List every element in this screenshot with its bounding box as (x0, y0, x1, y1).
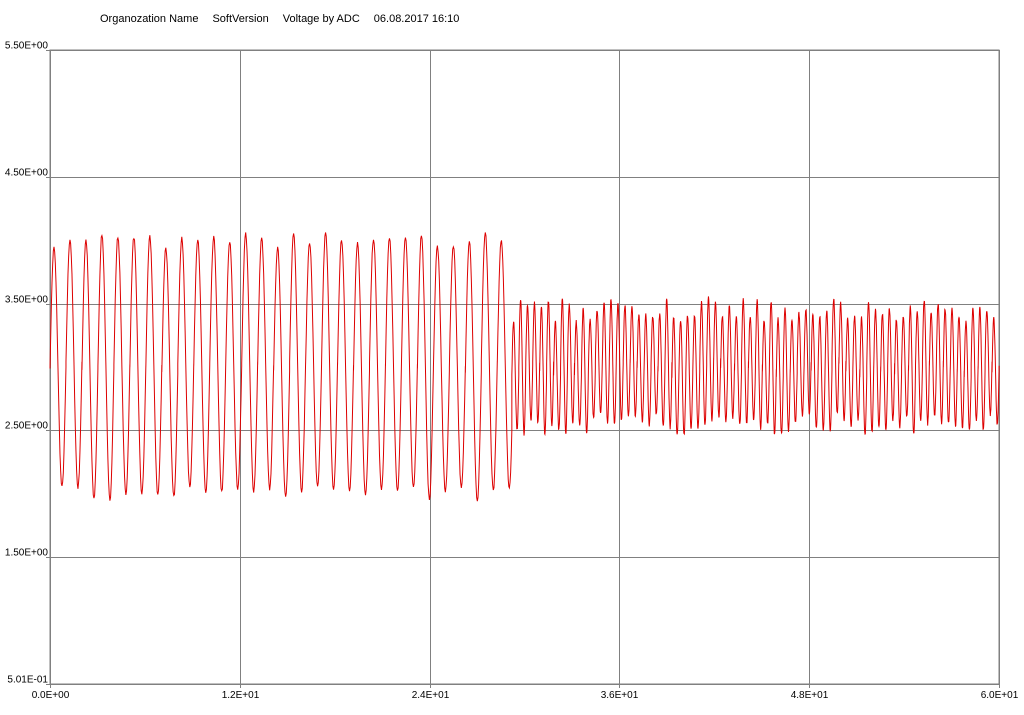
series-line (49, 232, 1000, 502)
x-tick-label: 3.6E+01 (601, 690, 639, 701)
x-tick-label: 1.2E+01 (222, 690, 260, 701)
x-tick-label: 0.0E+00 (32, 690, 70, 701)
y-tick-label: 3.50E+00 (5, 295, 49, 306)
soft-version: SoftVersion (212, 13, 269, 25)
y-tick-label: 1.50E+00 (5, 548, 49, 559)
chart-header: Organozation Name SoftVersion Voltage by… (100, 13, 459, 25)
y-tick-label: 5.01E-01 (7, 675, 48, 686)
timestamp: 06.08.2017 16:10 (373, 13, 460, 25)
measurement-label: Voltage by ADC (282, 13, 360, 25)
x-tick-label: 2.4E+01 (412, 690, 450, 701)
y-tick-label: 2.50E+00 (5, 421, 49, 432)
grid-lines (46, 50, 1000, 688)
series-group (49, 232, 1000, 502)
x-tick-label: 6.0E+01 (981, 690, 1019, 701)
x-tick-label: 4.8E+01 (791, 690, 829, 701)
organization-name: Organozation Name (100, 13, 199, 25)
y-tick-label: 4.50E+00 (5, 168, 49, 179)
tick-labels: 0.0E+00 1.2E+01 2.4E+01 3.6E+01 4.8E+01 6.0E+… (5, 41, 1019, 702)
plot-area (49, 49, 1000, 685)
y-tick-label: 5.50E+00 (5, 41, 49, 52)
